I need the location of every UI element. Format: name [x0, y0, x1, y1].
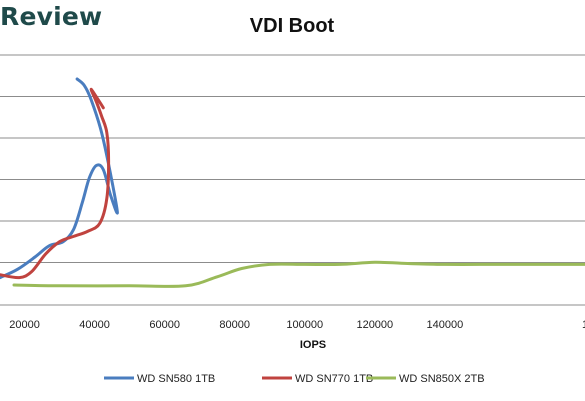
- legend-label: WD SN580 1TB: [137, 373, 215, 385]
- brand-logo-text: Review: [0, 2, 103, 31]
- chart-legend: WD SN580 1TB WD SN770 1TB WD SN850X 2TB: [104, 373, 485, 385]
- legend-label: WD SN770 1TB: [295, 373, 373, 385]
- series-line-3: [12, 260, 585, 288]
- chart-title: VDI Boot: [250, 15, 335, 37]
- series-layer: [0, 77, 585, 288]
- x-tick-label: 100000: [286, 319, 323, 331]
- x-tick-label: 1: [582, 319, 585, 331]
- x-tick-label: 60000: [149, 319, 180, 331]
- legend-label: WD SN850X 2TB: [399, 373, 485, 385]
- x-tick-label: 40000: [79, 319, 110, 331]
- x-tick-label: 120000: [356, 319, 393, 331]
- x-tick-label: 140000: [427, 319, 464, 331]
- series-line-1: [0, 77, 119, 280]
- series-line-2: [0, 87, 111, 280]
- x-axis-ticks: 20000 40000 60000 80000 100000 120000 140000 1: [9, 319, 585, 331]
- x-tick-label: 20000: [9, 319, 40, 331]
- x-tick-label: 80000: [219, 319, 250, 331]
- x-axis-title: IOPS: [300, 339, 326, 351]
